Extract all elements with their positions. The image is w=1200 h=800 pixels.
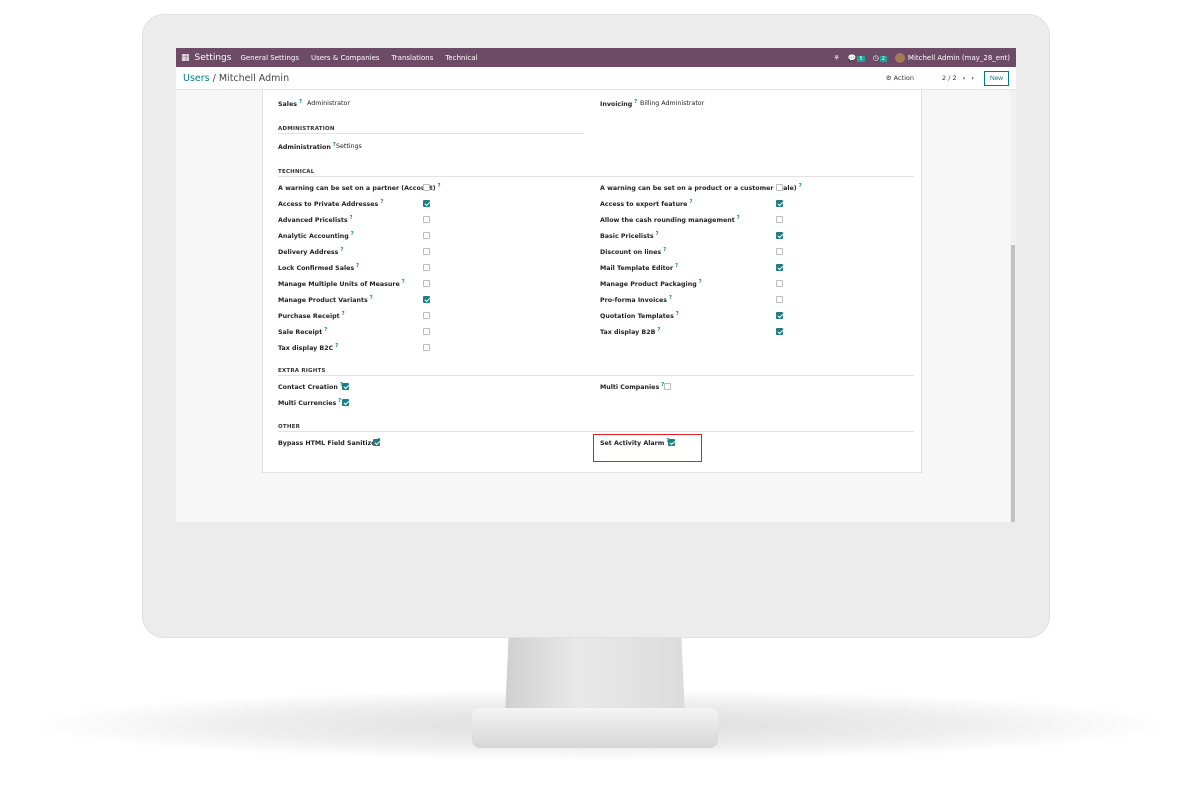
field-label: Advanced Pricelists?	[278, 215, 353, 225]
form-sheet	[262, 90, 922, 473]
field-label: Pro-forma Invoices?	[600, 295, 672, 305]
field-label: A warning can be set on a partner (Accou…	[278, 183, 441, 193]
control-panel: Users / Mitchell Admin ⚙ Action 2 / 2 ‹ …	[176, 67, 1016, 90]
field-label: Purchase Receipt?	[278, 311, 345, 321]
field-label: Access to Private Addresses?	[278, 199, 384, 209]
field-checkbox[interactable]	[776, 199, 783, 207]
field-label: Manage Multiple Units of Measure?	[278, 279, 405, 289]
field-checkbox[interactable]	[342, 382, 349, 390]
apps-menu-icon[interactable]: ▦	[181, 52, 190, 63]
user-menu[interactable]: Mitchell Admin (may_28_ent)	[894, 52, 1010, 63]
field-checkbox[interactable]	[664, 382, 671, 390]
field-label: Lock Confirmed Sales?	[278, 263, 360, 273]
avatar	[894, 52, 905, 63]
field-checkbox[interactable]	[423, 247, 430, 255]
field-checkbox[interactable]	[668, 438, 675, 446]
field-checkbox[interactable]	[342, 398, 349, 406]
bug-icon[interactable]: ⚘	[833, 53, 840, 62]
field-label: Sale Receipt?	[278, 327, 328, 337]
field-label: A warning can be set on a product or a c…	[600, 183, 802, 193]
user-name: Mitchell Admin (may_28_ent)	[907, 53, 1010, 62]
field-checkbox[interactable]	[776, 263, 783, 271]
pager-value[interactable]: 2 / 2	[942, 74, 957, 82]
administration-select[interactable]: Settings	[336, 143, 362, 150]
activities-button[interactable]: ◷ 2	[873, 54, 887, 62]
sales-select[interactable]: Administrator	[307, 100, 350, 107]
field-label: Analytic Accounting?	[278, 231, 354, 241]
extra-rights-heading: EXTRA RIGHTS	[278, 368, 326, 374]
divider	[278, 133, 584, 134]
administration-label: Administration?	[278, 142, 336, 152]
field-label: Access to export feature?	[600, 199, 693, 209]
field-label: Quotation Templates?	[600, 311, 679, 321]
field-label: Discount on lines?	[600, 247, 667, 257]
activities-count: 2	[879, 55, 887, 62]
field-label: Delivery Address?	[278, 247, 344, 257]
clock-icon: ◷	[872, 53, 879, 62]
menu-translations[interactable]: Translations	[391, 53, 434, 62]
field-label: Tax display B2C?	[278, 343, 339, 353]
messages-button[interactable]: 💬 5	[848, 54, 865, 62]
pager-previous-icon[interactable]: ‹	[962, 74, 966, 82]
field-label: Tax display B2B?	[600, 327, 661, 337]
field-checkbox[interactable]	[423, 327, 430, 335]
messages-count: 5	[857, 55, 865, 62]
divider	[278, 176, 914, 177]
administration-heading: ADMINISTRATION	[278, 126, 335, 132]
field-checkbox[interactable]	[423, 183, 430, 191]
field-label: Manage Product Packaging?	[600, 279, 702, 289]
field-checkbox[interactable]	[776, 327, 783, 335]
invoicing-select[interactable]: Billing Administrator	[640, 100, 705, 107]
field-checkbox[interactable]	[776, 231, 783, 239]
breadcrumb: Users / Mitchell Admin	[183, 73, 289, 84]
field-checkbox[interactable]	[776, 295, 783, 303]
invoicing-label: Invoicing?	[600, 99, 638, 109]
monitor-stand	[505, 636, 685, 716]
field-checkbox[interactable]	[423, 311, 430, 319]
field-checkbox[interactable]	[776, 215, 783, 223]
app-name[interactable]: Settings	[194, 52, 232, 63]
action-button[interactable]: ⚙ Action	[885, 74, 915, 82]
menu-users-companies[interactable]: Users & Companies	[310, 53, 380, 62]
field-checkbox[interactable]	[423, 215, 430, 223]
field-checkbox[interactable]	[423, 199, 430, 207]
field-label: Basic Pricelists?	[600, 231, 659, 241]
field-checkbox[interactable]	[423, 279, 430, 287]
breadcrumb-current: Mitchell Admin	[218, 72, 290, 84]
field-checkbox[interactable]	[423, 343, 430, 351]
field-label: Multi Currencies?	[278, 398, 342, 408]
breadcrumb-separator: /	[209, 72, 219, 84]
screen: ▦ Settings General Settings Users & Comp…	[176, 48, 1016, 522]
field-checkbox[interactable]	[423, 231, 430, 239]
field-checkbox[interactable]	[423, 263, 430, 271]
field-checkbox[interactable]	[373, 438, 380, 446]
divider	[278, 375, 914, 376]
field-label: Allow the cash rounding management?	[600, 215, 740, 225]
field-checkbox[interactable]	[423, 295, 430, 303]
chat-icon: 💬	[847, 53, 857, 62]
field-checkbox[interactable]	[776, 247, 783, 255]
field-label: Mail Template Editor?	[600, 263, 679, 273]
breadcrumb-users[interactable]: Users	[183, 72, 210, 84]
new-button[interactable]: New	[983, 70, 1009, 86]
field-label: Multi Companies?	[600, 382, 665, 392]
menu-general-settings[interactable]: General Settings	[240, 53, 299, 62]
technical-heading: TECHNICAL	[278, 169, 315, 175]
scrollbar[interactable]	[1010, 90, 1016, 522]
field-label: Contact Creation?	[278, 382, 343, 392]
monitor-base	[472, 708, 718, 748]
highlight-box	[593, 434, 702, 462]
field-label: Manage Product Variants?	[278, 295, 373, 305]
menu-technical[interactable]: Technical	[445, 53, 478, 62]
field-checkbox[interactable]	[776, 183, 783, 191]
pager-next-icon[interactable]: ›	[971, 74, 974, 82]
scrollbar-thumb[interactable]	[1011, 245, 1015, 522]
field-label: Bypass HTML Field Sanitize?	[278, 438, 380, 448]
divider	[278, 431, 914, 432]
other-heading: OTHER	[278, 424, 301, 430]
field-checkbox[interactable]	[776, 311, 783, 319]
top-navbar: ▦ Settings General Settings Users & Comp…	[176, 48, 1016, 67]
field-checkbox[interactable]	[776, 279, 783, 287]
sales-label: Sales?	[278, 99, 302, 109]
